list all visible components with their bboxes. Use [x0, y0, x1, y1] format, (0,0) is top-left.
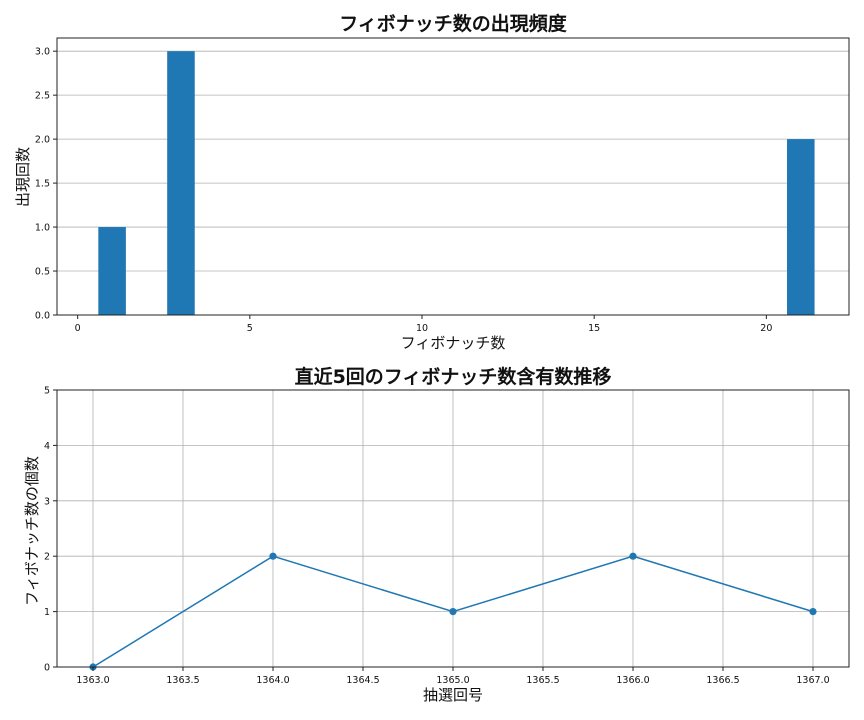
data-point	[809, 608, 817, 616]
y-ticks: 0.0 0.5 1.0 1.5 2.0 2.5 3.0	[35, 47, 57, 322]
y-ticks: 0 1 2 3 4 5	[44, 386, 57, 674]
y-tick-label: 0.0	[35, 311, 50, 322]
y-tick-label: 3	[44, 496, 50, 507]
y-tick-label: 5	[44, 386, 50, 397]
series-line	[89, 552, 817, 671]
x-tick-label: 1364.5	[346, 675, 379, 686]
x-tick-label: 15	[588, 323, 600, 334]
grid	[57, 389, 849, 668]
x-tick-label: 1363.0	[76, 675, 109, 686]
plot-frame	[56, 37, 850, 316]
y-tick-label: 0.5	[35, 267, 50, 278]
x-tick-label: 10	[416, 323, 428, 334]
y-tick-label: 3.0	[35, 47, 50, 58]
data-point	[269, 552, 277, 560]
chart-title: フィボナッチ数の出現頻度	[339, 12, 568, 35]
bar	[167, 51, 195, 315]
x-ticks: 0 5 10 15 20	[75, 315, 772, 334]
x-axis-label: 抽選回号	[423, 686, 483, 704]
bars	[98, 51, 815, 315]
x-tick-label: 1366.5	[706, 675, 739, 686]
x-axis-label: フィボナッチ数	[401, 334, 506, 352]
x-tick-label: 1367.0	[796, 675, 829, 686]
chart-title: 直近5回のフィボナッチ数含有数推移	[295, 365, 612, 388]
y-tick-label: 2.0	[35, 135, 50, 146]
x-tick-label: 20	[760, 323, 772, 334]
bar	[98, 227, 126, 315]
y-tick-label: 1.5	[35, 179, 50, 190]
x-tick-label: 1365.5	[526, 675, 559, 686]
x-tick-label: 5	[247, 323, 253, 334]
x-tick-label: 1365.0	[436, 675, 469, 686]
y-tick-label: 1.0	[35, 223, 50, 234]
y-tick-label: 4	[44, 441, 50, 452]
y-tick-label: 2.5	[35, 91, 50, 102]
data-point	[629, 552, 637, 560]
bar-chart: フィボナッチ数の出現頻度 0 5 10 15 20 0.0 0.5 1.0 1.5 2.0 2.5…	[14, 12, 850, 352]
x-tick-label: 1363.5	[166, 675, 199, 686]
y-tick-label: 1	[44, 607, 50, 618]
x-ticks: 1363.0 1363.5 1364.0 1364.5 1365.0 1365.5 1366…	[76, 667, 830, 686]
x-tick-label: 0	[75, 323, 81, 334]
x-tick-label: 1364.0	[256, 675, 289, 686]
y-axis-label: フィボナッチ数の個数	[23, 456, 41, 606]
line-chart: 直近5回のフィボナッチ数含有数推移 1363.0 1363.5 1364.0 1364…	[23, 365, 850, 704]
y-axis-label: 出現回数	[14, 147, 32, 207]
bar	[787, 139, 815, 315]
data-point	[449, 608, 457, 616]
x-tick-label: 1366.0	[616, 675, 649, 686]
y-tick-label: 0	[44, 663, 50, 674]
y-tick-label: 2	[44, 552, 50, 563]
